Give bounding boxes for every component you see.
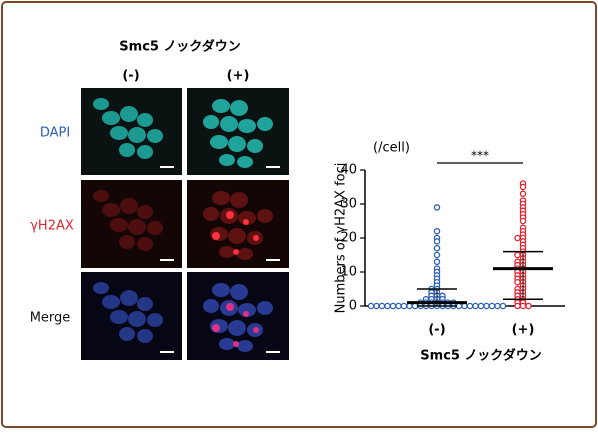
dot bbox=[400, 302, 408, 310]
dot bbox=[514, 234, 521, 242]
dot bbox=[411, 302, 419, 310]
micrographs bbox=[81, 88, 289, 360]
y-tick-label: 20 bbox=[340, 231, 357, 246]
figure-title: Smc5 ノックダウン bbox=[119, 39, 240, 55]
dot bbox=[461, 302, 468, 310]
dot bbox=[488, 302, 496, 310]
dot bbox=[483, 302, 490, 310]
row-label: DAPI bbox=[40, 126, 70, 141]
dot bbox=[514, 278, 521, 286]
y-tick-label: 40 bbox=[340, 163, 357, 178]
y-tick-label: 10 bbox=[340, 265, 357, 280]
dot bbox=[519, 302, 527, 310]
dot bbox=[466, 302, 474, 310]
dot bbox=[525, 302, 532, 310]
dot bbox=[433, 227, 441, 235]
row-label: γH2AX bbox=[30, 219, 74, 234]
unit-label: (/cell) bbox=[373, 141, 410, 156]
row-label: Merge bbox=[30, 311, 71, 326]
dot bbox=[384, 302, 391, 310]
dot bbox=[367, 302, 375, 310]
dot bbox=[433, 238, 441, 245]
y-tick-label: 30 bbox=[340, 197, 357, 212]
dot bbox=[455, 302, 463, 310]
dot bbox=[472, 302, 479, 310]
dot bbox=[389, 302, 397, 310]
dot bbox=[433, 204, 441, 211]
y-tick-label: 0 bbox=[349, 299, 357, 314]
significance-label: *** bbox=[471, 149, 489, 163]
dot bbox=[406, 302, 413, 310]
dot bbox=[433, 244, 441, 252]
column-label: (+) bbox=[227, 69, 250, 84]
scale-bars bbox=[160, 166, 280, 353]
foci bbox=[212, 303, 259, 347]
dot bbox=[514, 302, 521, 310]
dot bbox=[373, 302, 380, 310]
dot bbox=[395, 302, 402, 310]
dot bbox=[519, 183, 527, 191]
column-label: (-) bbox=[122, 69, 139, 84]
y-axis-label: Numbers of γH2AX foci bbox=[334, 163, 349, 314]
x-tick-label: (-) bbox=[428, 323, 445, 338]
x-tick-label: (+) bbox=[512, 323, 535, 338]
dot bbox=[433, 258, 441, 266]
dot bbox=[433, 251, 441, 259]
dot bbox=[514, 251, 521, 259]
dot bbox=[519, 190, 527, 198]
dot bbox=[519, 217, 527, 225]
x-axis-label: Smc5 ノックダウン bbox=[420, 348, 541, 364]
dot bbox=[499, 302, 507, 310]
dot bbox=[378, 302, 386, 310]
dot bbox=[494, 302, 501, 310]
dot bbox=[477, 302, 485, 310]
foci bbox=[212, 211, 259, 255]
